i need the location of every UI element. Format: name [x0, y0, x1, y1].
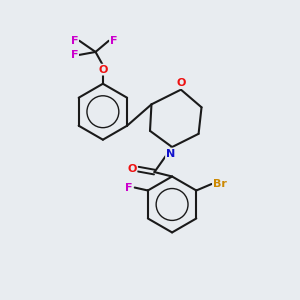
- Text: F: F: [125, 182, 133, 193]
- Text: N: N: [166, 148, 175, 158]
- Text: Br: Br: [213, 179, 227, 189]
- Text: O: O: [176, 78, 186, 88]
- Text: O: O: [98, 64, 108, 75]
- Text: F: F: [70, 50, 78, 60]
- Text: O: O: [127, 164, 136, 174]
- Text: F: F: [70, 36, 78, 46]
- Text: F: F: [110, 36, 118, 46]
